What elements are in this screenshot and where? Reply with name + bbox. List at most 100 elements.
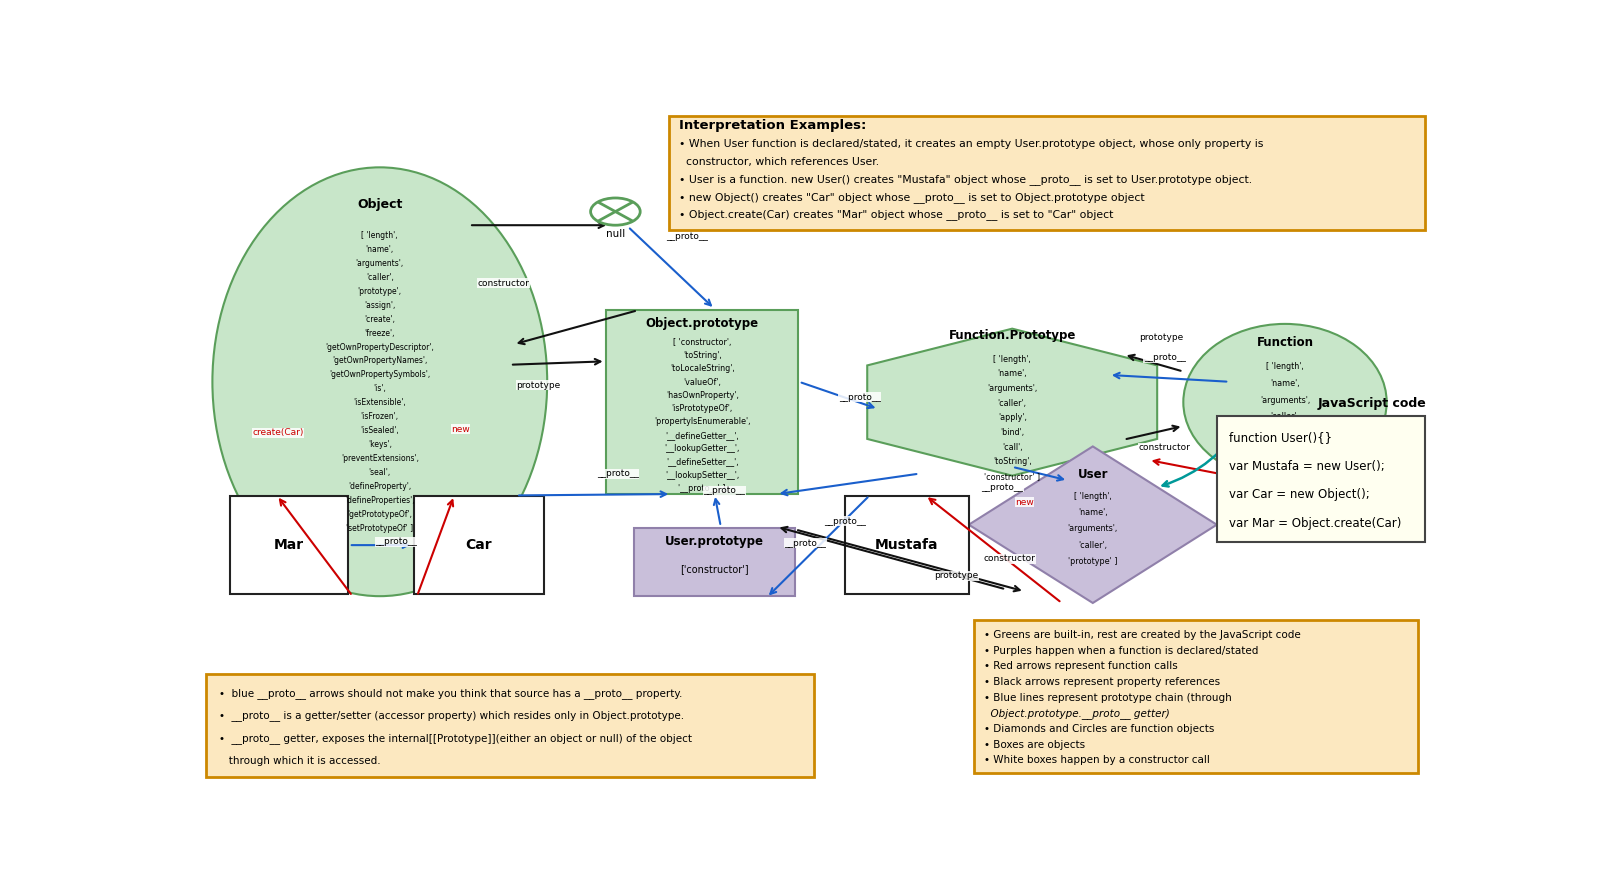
Text: Function.Prototype: Function.Prototype [949,329,1075,342]
Text: • When User function is declared/stated, it creates an empty User.prototype obje: • When User function is declared/stated,… [678,139,1262,149]
FancyBboxPatch shape [414,496,544,594]
Text: • Boxes are objects: • Boxes are objects [984,740,1085,750]
Ellipse shape [1184,324,1387,481]
Text: Mar: Mar [274,538,304,552]
Text: 'getOwnPropertyDescriptor',: 'getOwnPropertyDescriptor', [325,342,434,352]
Text: 'isPrototypeOf',: 'isPrototypeOf', [672,404,733,413]
Text: 'caller',: 'caller', [1270,412,1299,422]
FancyBboxPatch shape [230,496,349,594]
Text: 'isFrozen',: 'isFrozen', [360,412,398,422]
Text: 'prototype' ]: 'prototype' ] [1069,557,1117,566]
Text: Object.prototype.__proto__ getter): Object.prototype.__proto__ getter) [984,708,1170,719]
Text: •  __proto__ is a getter/setter (accessor property) which resides only in Object: • __proto__ is a getter/setter (accessor… [219,711,683,721]
Text: prototype: prototype [934,571,979,580]
Text: prototype: prototype [1139,333,1182,342]
Text: [ 'length',: [ 'length', [1266,362,1304,371]
Text: 'constructor' ]: 'constructor' ] [984,472,1040,481]
Text: constructor: constructor [478,278,530,287]
Text: Object.prototype: Object.prototype [646,317,758,331]
Text: new: new [451,425,470,434]
Text: 'caller',: 'caller', [998,399,1027,408]
Text: • Blue lines represent prototype chain (through: • Blue lines represent prototype chain (… [984,692,1232,703]
Text: 'assign',: 'assign', [365,301,395,309]
Text: constructor, which references User.: constructor, which references User. [678,156,878,167]
Text: '__lookupSetter__',: '__lookupSetter__', [666,470,739,479]
Text: • Purples happen when a function is declared/stated: • Purples happen when a function is decl… [984,645,1258,656]
Text: '__defineSetter__',: '__defineSetter__', [666,457,739,466]
Text: 'arguments',: 'arguments', [1067,524,1118,533]
FancyBboxPatch shape [206,674,814,776]
Text: __proto__: __proto__ [374,537,418,546]
Text: 'bind',: 'bind', [1000,428,1024,437]
FancyBboxPatch shape [974,620,1418,774]
Text: 'create',: 'create', [365,315,395,324]
Text: • new Object() creates "Car" object whose __proto__ is set to Object.prototype o: • new Object() creates "Car" object whos… [678,192,1144,202]
Text: 'keys',: 'keys', [368,440,392,449]
Text: User: User [1077,468,1109,481]
Text: • White boxes happen by a constructor call: • White boxes happen by a constructor ca… [984,755,1210,766]
Text: • Red arrows represent function calls: • Red arrows represent function calls [984,661,1178,671]
Text: 'name',: 'name', [366,245,394,254]
FancyBboxPatch shape [606,310,798,494]
Text: __proto__: __proto__ [597,469,638,478]
Text: '__lookupGetter__',: '__lookupGetter__', [664,444,739,453]
Polygon shape [970,446,1216,603]
Text: • User is a function. new User() creates "Mustafa" object whose __proto__ is set: • User is a function. new User() creates… [678,174,1251,185]
Text: Object: Object [357,198,403,211]
Text: prototype: prototype [517,381,560,390]
FancyBboxPatch shape [845,496,968,594]
Text: 'call',: 'call', [1002,443,1022,452]
FancyBboxPatch shape [669,116,1426,230]
Text: 'propertyIsEnumerable',: 'propertyIsEnumerable', [654,417,750,426]
Text: 'apply',: 'apply', [998,414,1027,423]
Text: 'seal',: 'seal', [368,469,390,477]
Text: null: null [606,229,626,239]
Text: 'toString',: 'toString', [994,457,1032,466]
Text: • Black arrows represent property references: • Black arrows represent property refere… [984,677,1219,687]
Text: '__defineGetter__',: '__defineGetter__', [666,431,739,439]
Text: new: new [1016,498,1034,507]
Text: • Object.create(Car) creates "Mar" object whose __proto__ is set to "Car" object: • Object.create(Car) creates "Mar" objec… [678,210,1114,220]
Text: constructor: constructor [1139,443,1190,453]
Text: 'name',: 'name', [1270,379,1299,388]
Text: Car: Car [466,538,493,552]
Text: 'prototype' ]: 'prototype' ] [1261,429,1310,438]
Text: 'valueOf',: 'valueOf', [683,377,722,386]
Text: [ 'length',: [ 'length', [1074,492,1112,500]
Text: function User(){}: function User(){} [1229,431,1333,444]
Text: 'freeze',: 'freeze', [365,329,395,338]
Text: create(Car): create(Car) [253,429,304,438]
Text: ['constructor']: ['constructor'] [680,564,749,574]
Text: var Mar = Object.create(Car): var Mar = Object.create(Car) [1229,517,1402,530]
Text: 'setPrototypeOf' ]: 'setPrototypeOf' ] [346,524,413,533]
Text: 'is',: 'is', [373,385,386,393]
Text: 'getPrototypeOf',: 'getPrototypeOf', [347,510,413,519]
Text: 'hasOwnProperty',: 'hasOwnProperty', [666,391,739,400]
Text: new: new [1235,491,1253,500]
Text: 'arguments',: 'arguments', [987,384,1037,393]
Text: 'name',: 'name', [997,370,1027,378]
Text: __proto__: __proto__ [838,392,880,402]
Text: '__proto__' ]: '__proto__' ] [678,484,726,492]
Polygon shape [867,329,1157,476]
Text: Function: Function [1256,337,1314,349]
Text: [ 'constructor',: [ 'constructor', [674,338,731,347]
Text: Interpretation Examples:: Interpretation Examples: [678,119,866,133]
Text: __proto__: __proto__ [666,232,709,241]
Text: 'isSealed',: 'isSealed', [360,426,398,435]
Text: 'arguments',: 'arguments', [355,259,403,268]
Text: 'prototype',: 'prototype', [358,286,402,296]
Text: 'defineProperties',: 'defineProperties', [346,496,414,505]
Text: JavaScript code: JavaScript code [1318,397,1426,410]
Text: • Diamonds and Circles are function objects: • Diamonds and Circles are function obje… [984,724,1214,734]
Text: through which it is accessed.: through which it is accessed. [219,756,381,766]
Text: __proto__: __proto__ [1144,354,1186,362]
Text: 'toLocaleString',: 'toLocaleString', [670,364,734,373]
Text: __proto__: __proto__ [824,517,866,526]
Text: 'getOwnPropertyNames',: 'getOwnPropertyNames', [333,356,427,365]
Text: 'isExtensible',: 'isExtensible', [354,399,406,408]
Text: 'defineProperty',: 'defineProperty', [349,482,411,492]
Text: • Greens are built-in, rest are created by the JavaScript code: • Greens are built-in, rest are created … [984,630,1301,640]
Text: 'name',: 'name', [1078,508,1107,517]
Text: •  blue __proto__ arrows should not make you think that source has a __proto__ p: • blue __proto__ arrows should not make … [219,688,682,699]
